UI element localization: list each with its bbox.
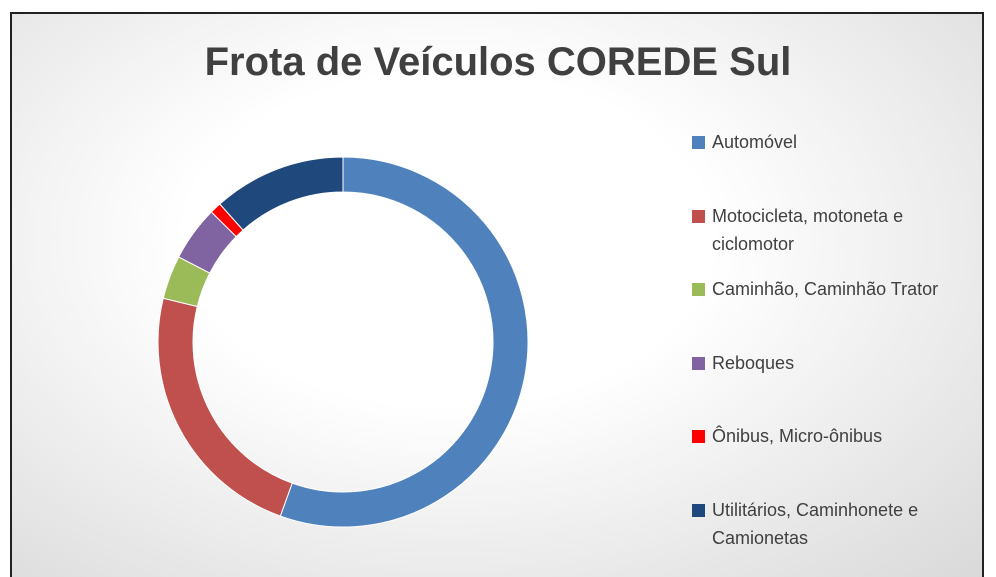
legend-item: Ônibus, Micro-ônibus [692, 422, 882, 450]
legend-item: Reboques [692, 349, 794, 377]
donut-segment [279, 156, 529, 528]
legend-swatch [692, 283, 705, 296]
legend-swatch [692, 503, 705, 517]
donut-segment [219, 156, 344, 231]
legend-swatch [692, 209, 705, 223]
legend-item: Utilitários, Caminhonete e Camionetas [692, 496, 982, 552]
legend-label: Reboques [712, 352, 795, 373]
legend-label: Automóvel [712, 132, 798, 152]
legend-item: Automóvel [692, 128, 797, 156]
legend-label: Utilitários, Caminhonete e Camionetas [712, 499, 919, 548]
legend-swatch [692, 430, 705, 443]
legend-label: Motocicleta, motoneta e ciclomotor [712, 205, 904, 254]
legend-label: Caminhão, Caminhão Trator [712, 279, 939, 299]
legend-label: Ônibus, Micro-ônibus [712, 426, 883, 446]
legend-swatch [692, 136, 705, 149]
chart-title: Frota de Veículos COREDE Sul [204, 40, 792, 84]
legend-swatch [692, 356, 705, 370]
legend-item: Motocicleta, motoneta e ciclomotor [692, 202, 982, 258]
donut-segment [157, 297, 293, 517]
legend-item: Caminhão, Caminhão Trator [692, 275, 938, 303]
